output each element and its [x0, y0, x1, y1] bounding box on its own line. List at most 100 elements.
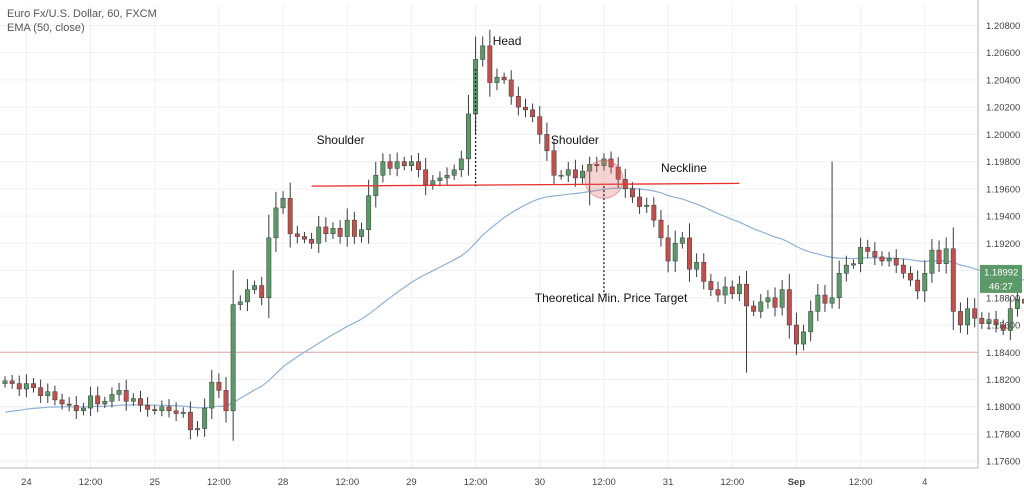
candle [515, 86, 521, 116]
candle-body [59, 399, 65, 405]
candle-body [202, 407, 208, 429]
candle-body [779, 289, 785, 308]
candle [858, 237, 864, 273]
candle [451, 164, 457, 180]
y-tick-label: 1.18200 [986, 375, 1020, 386]
candle-body [651, 204, 657, 221]
candle-body [130, 398, 136, 402]
candle [722, 276, 728, 304]
candle-body [736, 283, 742, 294]
ema-path [4, 187, 1024, 413]
candle [230, 270, 236, 441]
annotation-label: Shoulder [317, 133, 365, 147]
candle-body [715, 289, 721, 296]
y-tick-label: 1.18000 [986, 402, 1020, 413]
x-tick-label: 12:00 [335, 477, 359, 488]
candle [687, 223, 692, 282]
candle [765, 290, 771, 309]
candle [993, 310, 999, 333]
candle-body [52, 391, 58, 401]
candle-body [366, 195, 372, 230]
y-tick-label: 1.18400 [986, 348, 1020, 359]
candle [893, 249, 899, 273]
y-tick-label: 1.17600 [986, 457, 1020, 468]
y-tick-label: 1.20800 [986, 21, 1020, 32]
candle [865, 239, 871, 259]
candle [173, 402, 179, 421]
candle [537, 105, 543, 144]
candle-body [758, 301, 764, 312]
candle [1015, 290, 1020, 317]
candle [31, 377, 36, 393]
candle-body [66, 403, 72, 406]
candle-body [451, 169, 457, 176]
candle [408, 155, 414, 172]
candle [594, 156, 600, 173]
candle-body [16, 383, 22, 390]
candle [23, 374, 29, 398]
candle-body [209, 381, 215, 409]
candle [530, 103, 536, 123]
candle [38, 379, 44, 403]
y-tick-label: 1.18800 [986, 293, 1020, 304]
candle-body [408, 161, 414, 166]
candle [558, 170, 564, 180]
candle-body [594, 164, 600, 166]
candle [950, 227, 956, 331]
candle-body [466, 113, 471, 160]
candle [380, 153, 386, 183]
candle-body [88, 395, 94, 409]
candle [466, 94, 471, 176]
candle [266, 214, 272, 319]
candle-body [337, 228, 343, 237]
candle [216, 373, 222, 399]
candle-body [173, 410, 179, 414]
x-tick-label: 30 [534, 477, 545, 488]
candle [209, 369, 215, 419]
candle [302, 231, 307, 244]
candle-body [943, 248, 949, 264]
candle-body [551, 150, 557, 176]
candle [102, 396, 108, 409]
candle-body [387, 161, 393, 169]
countdown-value: 46:27 [989, 281, 1013, 292]
candle-body [744, 283, 749, 307]
candle [672, 230, 678, 273]
candle [751, 300, 757, 317]
candle-body [858, 247, 864, 264]
candle [152, 405, 158, 415]
candle [444, 167, 450, 185]
candle [822, 285, 828, 312]
candle-body [195, 428, 200, 431]
candle [337, 220, 343, 244]
candle-body [801, 331, 807, 345]
candle-body [580, 170, 585, 179]
candle-body [73, 405, 79, 412]
candle [195, 421, 200, 437]
candle [1007, 297, 1013, 341]
y-tick-label: 1.19400 [986, 212, 1020, 223]
candle-body [900, 264, 906, 274]
candle [487, 29, 493, 97]
candle [572, 159, 578, 187]
candle [786, 273, 792, 339]
candle [815, 284, 821, 322]
candle [458, 150, 464, 177]
candle [88, 386, 94, 417]
annotation-label: Head [493, 34, 522, 48]
candle [287, 182, 293, 248]
candle [772, 287, 778, 317]
candle-body [237, 301, 243, 305]
candle-body [765, 297, 771, 303]
x-tick-label: 12:00 [720, 477, 744, 488]
candle [109, 387, 115, 408]
candle-body [430, 180, 436, 186]
candle [551, 140, 557, 185]
candle [73, 396, 79, 419]
candle [801, 324, 807, 351]
candle [9, 374, 15, 389]
y-tick-label: 1.19600 [986, 184, 1020, 195]
candle-body [815, 294, 821, 312]
